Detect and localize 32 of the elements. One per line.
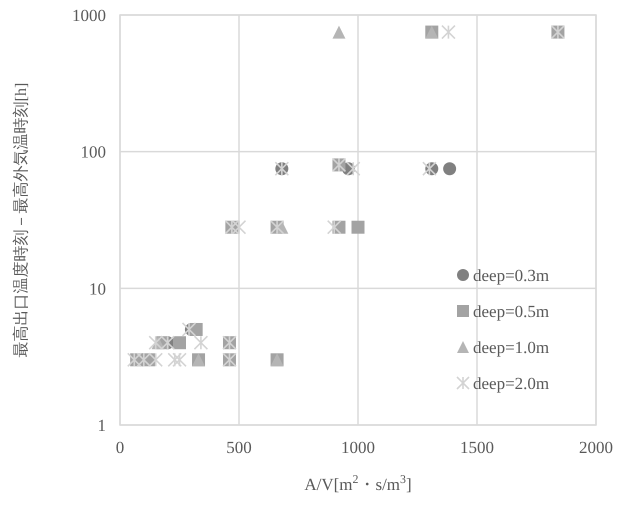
point [182,322,196,337]
legend-label: deep=0.3m [473,266,550,285]
point [167,352,182,368]
point [172,352,187,368]
point [136,352,152,368]
x-tick-label: 1500 [460,438,494,457]
point [422,161,437,176]
y-tick-label: 10 [89,279,106,298]
point [148,335,163,350]
point [346,161,361,176]
point [326,220,342,235]
point [194,335,208,350]
legend-label: deep=0.5m [473,302,550,321]
point [173,336,186,350]
y-tick-label: 1 [98,416,106,435]
point [232,220,246,235]
y-tick-label: 1000 [72,6,106,25]
x-axis-title: A/V[m$^{2}$・s/m$^{3}$] [304,472,412,494]
x-tick-label: 1000 [341,438,375,457]
point [332,26,346,39]
y-axis-title: 最高出口温度時刻－最高外気温時刻[h] [12,82,30,358]
point [126,352,142,368]
x-tick-label: 2000 [579,438,613,457]
point [352,220,364,234]
point [441,24,456,40]
point [148,352,163,368]
point [443,162,456,176]
x-tick-label: 500 [226,438,252,457]
x-tick-label: 0 [116,438,124,457]
legend-label: deep=2.0m [473,374,550,393]
y-tick-label: 100 [80,142,106,162]
legend-label: deep=1.0m [473,338,550,357]
